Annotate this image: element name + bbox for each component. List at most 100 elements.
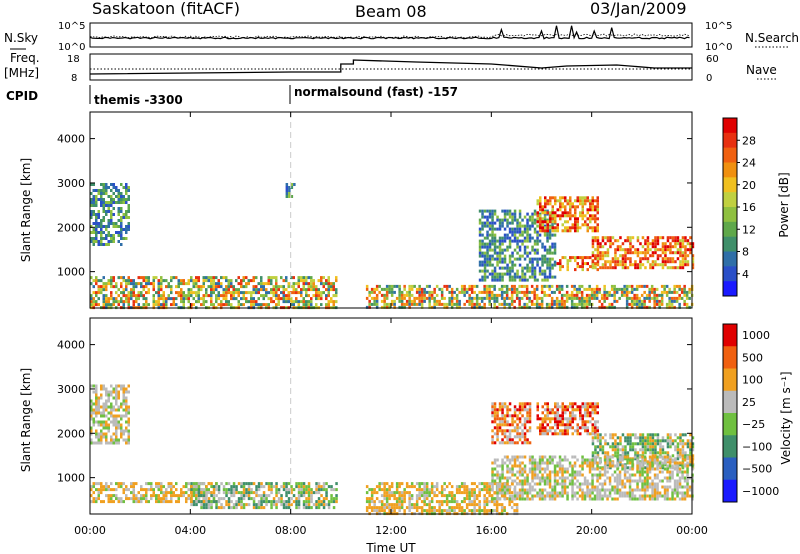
power-cell [483,215,487,219]
power-cell [325,297,328,301]
power-cell [242,276,245,280]
power-cell [468,287,471,291]
power-cell [521,230,524,234]
velocity-cell [561,417,564,421]
velocity-cell [649,448,652,452]
velocity-cell [200,503,203,507]
velocity-cell [496,464,499,468]
power-cell [606,266,610,270]
velocity-cell [117,420,120,424]
power-cell [625,299,629,303]
velocity-cell [563,455,567,459]
power-cell [523,224,527,228]
velocity-cell [125,420,128,424]
power-cell [232,297,235,301]
power-cell [508,257,512,261]
velocity-cell [538,482,542,486]
power-cell [541,278,544,282]
power-cell [385,305,389,309]
power-cell [227,288,230,292]
power-cell [428,284,431,288]
velocity-cell [195,497,198,501]
velocity-cell [581,417,584,421]
power-cell [523,293,526,297]
velocity-cell [681,442,685,446]
velocity-cell [400,491,404,495]
power-cell [621,263,625,267]
velocity-cell [576,432,579,436]
velocity-cell [460,509,464,513]
power-cell [145,276,148,280]
power-cell [445,302,449,306]
velocity-cell [110,411,113,415]
velocity-cell [285,482,288,486]
power-cell [604,251,607,255]
velocity-cell [536,482,539,486]
velocity-cell [634,433,637,437]
velocity-cell [681,466,685,470]
power-cell [580,305,584,309]
velocity-cell [558,458,562,462]
power-cell [589,208,592,212]
power-cell [365,305,369,309]
velocity-cell [493,402,497,406]
power-cell [546,202,549,206]
nsky-label: N.Sky [4,31,38,45]
velocity-cell [576,426,579,430]
power-cell [541,226,544,230]
velocity-cell [257,485,261,489]
power-cell [117,240,120,243]
power-cell [257,291,260,295]
power-cell [157,297,160,301]
velocity-cell [105,423,108,427]
velocity-cell [591,464,594,468]
power-cell [503,254,507,258]
velocity-cell [140,500,143,504]
velocity-cell [541,429,544,433]
power-cell [521,218,524,222]
power-cell [498,236,502,240]
power-cell [545,305,549,309]
velocity-cell [554,429,557,433]
power-cell [110,294,113,298]
power-cell [678,287,681,291]
velocity-cell [425,485,429,489]
velocity-cell [322,503,326,507]
velocity-cell [598,497,602,501]
velocity-cell [591,482,594,486]
velocity-cell [649,436,652,440]
power-cell [571,226,574,230]
power-cell [654,236,657,240]
power-cell [583,299,586,303]
power-cell [658,299,661,303]
power-cell [388,302,391,306]
velocity-cell [596,485,599,489]
velocity-cell [634,442,637,446]
power-cell [127,225,130,228]
power-cell [664,254,667,258]
power-cell [165,279,168,283]
velocity-cell [518,405,522,409]
power-cell [606,248,610,252]
velocity-cell [232,485,236,489]
velocity-cell [566,467,569,471]
power-cell [498,221,502,225]
velocity-cell [491,485,494,489]
power-cell [125,237,128,240]
power-cell [515,296,519,300]
velocity-cell [105,482,108,486]
power-cell [383,293,386,297]
velocity-cell [578,482,582,486]
power-cell [510,293,514,297]
velocity-cell [275,485,278,489]
power-cell [225,285,228,289]
power-cell [525,296,529,300]
power-cell [330,282,333,286]
power-cell [162,297,165,301]
velocity-cell [629,436,632,440]
velocity-cell [531,479,534,483]
power-cell [588,287,591,291]
velocity-cell [473,497,476,501]
power-cell [225,297,228,301]
